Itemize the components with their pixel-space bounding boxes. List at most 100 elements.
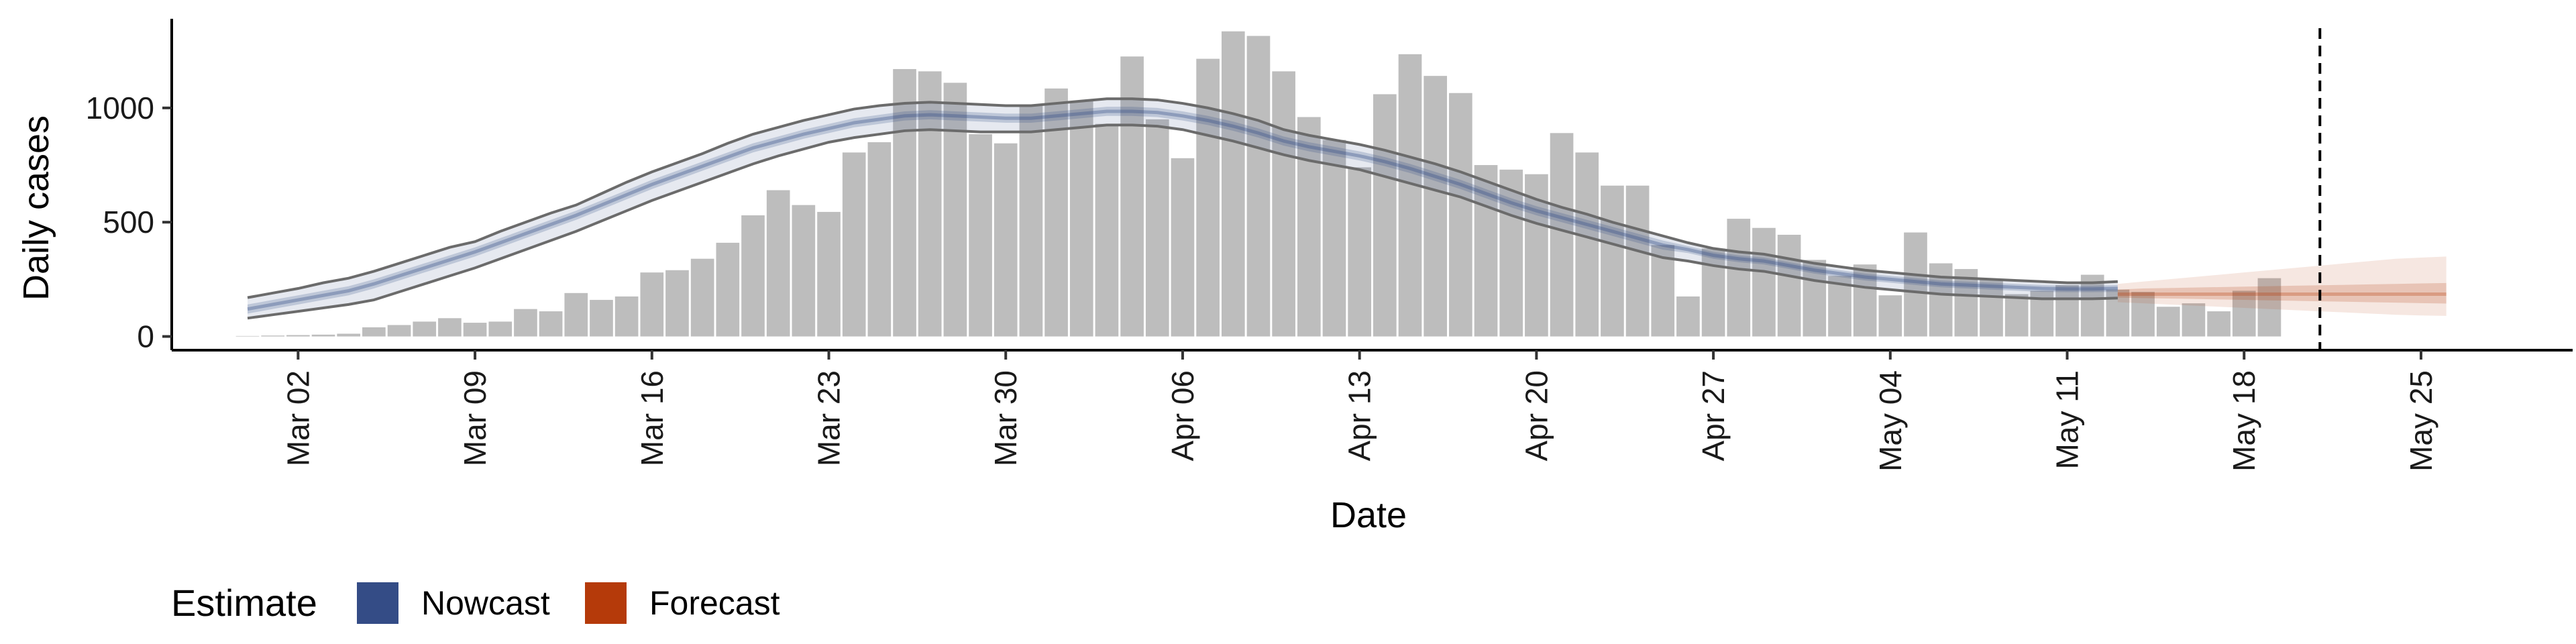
x-tick-label: May 11 — [2050, 370, 2085, 469]
x-tick-label: Apr 20 — [1519, 370, 1554, 462]
bar — [994, 143, 1018, 337]
bar — [337, 333, 361, 337]
bar — [413, 321, 437, 337]
legend-label-nowcast: Nowcast — [421, 584, 550, 622]
bar — [1171, 158, 1195, 337]
nowcast-lower-bound-line — [247, 123, 2118, 320]
bar — [1297, 117, 1321, 337]
bar — [640, 272, 664, 337]
legend-swatch-nowcast — [357, 582, 398, 624]
bar — [1272, 71, 1295, 337]
bar — [1904, 232, 1927, 337]
x-axis-ticks: Mar 02 Mar 09 Mar 16 Mar 23 Mar 30 Apr 06 Apr … — [280, 350, 2438, 472]
bar — [2156, 307, 2180, 337]
x-tick-label: Mar 30 — [988, 370, 1023, 466]
forecast-outer-band — [2117, 256, 2447, 316]
bar-series — [235, 31, 2282, 337]
bar — [2182, 303, 2206, 337]
bar — [665, 270, 689, 337]
bar — [1676, 296, 1700, 337]
y-axis-ticks: 0 500 1000 — [86, 91, 172, 354]
bar — [2004, 294, 2029, 337]
nowcast-upper-bound-line — [247, 97, 2118, 299]
bar — [2232, 290, 2256, 337]
bar — [893, 68, 916, 337]
bar — [1019, 105, 1043, 337]
nowcast-median-line — [247, 109, 2118, 311]
bar — [514, 309, 537, 337]
y-tick-label: 500 — [103, 205, 154, 239]
bar — [1424, 76, 1448, 337]
bar — [842, 152, 866, 337]
x-tick-label: Mar 23 — [812, 370, 847, 466]
bar — [1474, 165, 1498, 337]
bar — [1954, 269, 1978, 337]
bar — [969, 134, 992, 337]
bar — [1373, 94, 1397, 337]
bar — [463, 323, 487, 337]
bar — [1398, 54, 1422, 337]
nowcast-inner-band — [248, 107, 2118, 314]
bar — [716, 242, 740, 337]
bar — [235, 335, 260, 337]
x-tick-label: Mar 16 — [635, 370, 669, 466]
bar — [766, 190, 790, 337]
bar — [590, 300, 613, 337]
bar — [1550, 133, 1574, 337]
bar — [2055, 284, 2079, 337]
legend-swatch-forecast — [585, 582, 627, 624]
bar — [1601, 185, 1624, 337]
bar — [1120, 56, 1144, 337]
bar — [1095, 123, 1119, 337]
bar — [1752, 227, 1776, 337]
bar — [943, 83, 967, 337]
bar — [1575, 152, 1599, 337]
bar — [2080, 274, 2104, 337]
bar — [387, 325, 411, 337]
bar — [817, 211, 841, 337]
legend-title: Estimate — [171, 582, 317, 624]
estimate-ribbons — [247, 97, 2447, 320]
bar — [1145, 119, 1169, 337]
bar — [1322, 140, 1346, 337]
bar — [311, 334, 335, 337]
x-axis-title: Date — [1330, 495, 1407, 535]
bar — [1246, 36, 1271, 337]
bar — [1196, 58, 1220, 337]
legend-label-forecast: Forecast — [649, 584, 780, 622]
bar — [362, 327, 386, 337]
bar — [488, 321, 513, 337]
axes: 0 500 1000 Mar 02 Mar 09 Mar 16 Mar 23 Mar 30 A… — [86, 19, 2573, 472]
bar — [1651, 245, 1675, 337]
y-tick-label: 1000 — [86, 91, 154, 125]
bar — [1625, 185, 1650, 337]
bar — [539, 311, 563, 337]
x-tick-label: Apr 27 — [1696, 370, 1731, 462]
bar — [1878, 295, 1902, 337]
plot-area — [235, 28, 2447, 350]
nowcast-outer-band — [248, 99, 2118, 319]
x-tick-label: Mar 02 — [280, 370, 315, 466]
bar — [438, 318, 462, 337]
bar — [867, 142, 892, 337]
bar — [261, 335, 285, 337]
bar — [918, 71, 942, 337]
x-tick-label: May 18 — [2226, 370, 2261, 472]
x-tick-label: May 04 — [1873, 370, 1908, 472]
bar — [1069, 101, 1093, 337]
bar — [1449, 93, 1472, 337]
y-tick-label: 0 — [137, 319, 154, 354]
bar — [1777, 234, 1801, 337]
x-tick-label: May 25 — [2404, 370, 2438, 472]
legend: Estimate Nowcast Forecast — [171, 582, 780, 624]
x-tick-label: Mar 09 — [458, 370, 492, 466]
bar — [2131, 292, 2155, 337]
bar — [690, 258, 714, 337]
bar — [2207, 311, 2231, 337]
bar — [1727, 219, 1751, 337]
x-tick-label: Apr 13 — [1342, 370, 1377, 462]
bar — [1221, 31, 1245, 337]
bar — [792, 205, 816, 337]
bar — [741, 215, 765, 337]
